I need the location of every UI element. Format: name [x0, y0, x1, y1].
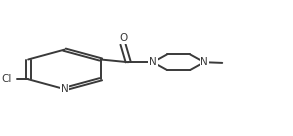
- Text: N: N: [200, 57, 208, 67]
- Text: N: N: [149, 57, 157, 67]
- Text: O: O: [119, 33, 127, 43]
- Text: Cl: Cl: [2, 74, 12, 84]
- Text: N: N: [61, 84, 68, 94]
